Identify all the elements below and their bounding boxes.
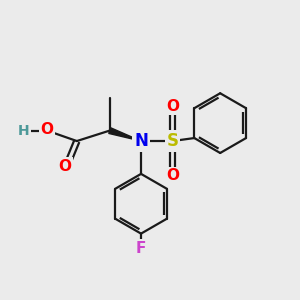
Text: O: O xyxy=(166,99,179,114)
Text: O: O xyxy=(166,169,179,184)
Text: H: H xyxy=(17,124,29,138)
Polygon shape xyxy=(109,128,141,141)
Text: O: O xyxy=(58,159,71,174)
Text: S: S xyxy=(167,132,178,150)
Text: N: N xyxy=(134,132,148,150)
Text: F: F xyxy=(136,241,146,256)
Text: O: O xyxy=(40,122,53,136)
